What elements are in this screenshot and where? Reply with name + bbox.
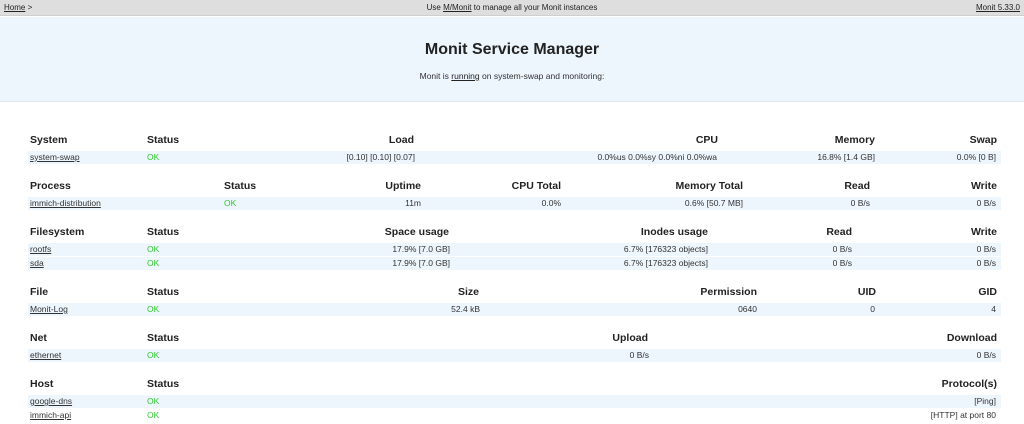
status-badge: OK	[147, 304, 160, 314]
status-column-header: Status	[147, 286, 180, 298]
page-title: Monit Service Manager	[424, 41, 600, 58]
read-value: 0 B/s	[832, 258, 852, 268]
status-badge: OK	[147, 396, 160, 406]
write-value: 0 B/s	[976, 258, 996, 268]
net-column-header: Net	[30, 332, 47, 344]
breadcrumb-separator: >	[27, 3, 33, 12]
breadcrumb: Home >	[4, 3, 32, 12]
mmonit-link[interactable]: M/Monit	[443, 3, 472, 12]
write-value: 0 B/s	[976, 198, 996, 208]
protocols-value: [Ping]	[974, 396, 996, 406]
swap-column-header: Swap	[969, 134, 997, 146]
file-column-header: File	[30, 286, 49, 298]
service-name-link[interactable]: system-swap	[30, 152, 80, 162]
version-link[interactable]: Monit 5.33.0	[975, 3, 1020, 12]
cpu-column-header: CPU	[695, 134, 718, 146]
read-column-header: Read	[844, 180, 870, 192]
status-badge: OK	[147, 258, 160, 268]
status-badge: OK	[147, 152, 160, 162]
table-row[interactable]: immich-api OK [HTTP] at port 80	[28, 409, 1001, 422]
memory-total-value: 0.6% [50.7 MB]	[684, 198, 743, 208]
table-row[interactable]: immich-distribution OK 11m 0.0% 0.6% [50…	[28, 197, 1001, 210]
service-name-link[interactable]: Monit-Log	[30, 304, 68, 314]
upload-value: 0 B/s	[629, 350, 649, 360]
mmonit-message: Use M/Monit to manage all your Monit ins…	[0, 3, 1024, 12]
monit-status-line: Monit is running on system-swap and moni…	[0, 71, 1024, 81]
inodes-usage-column-header: Inodes usage	[640, 226, 708, 238]
top-bar: Home > Use M/Monit to manage all your Mo…	[0, 0, 1024, 16]
table-row[interactable]: system-swap OK [0.10] [0.10] [0.07] 0.0%…	[28, 151, 1001, 164]
uptime-value: 11m	[405, 198, 421, 208]
protocols-column-header: Protocol(s)	[941, 378, 997, 390]
size-column-header: Size	[457, 286, 479, 298]
write-column-header: Write	[970, 226, 997, 238]
status-badge: OK	[224, 198, 237, 208]
status-badge: OK	[147, 244, 160, 254]
home-link[interactable]: Home	[4, 3, 26, 12]
table-row[interactable]: Monit-Log OK 52.4 kB 0640 0 4	[28, 303, 1001, 316]
system-column-header: System	[30, 134, 68, 146]
load-column-header: Load	[388, 134, 414, 146]
service-name-link[interactable]: rootfs	[30, 244, 52, 254]
uptime-column-header: Uptime	[385, 180, 421, 192]
service-name-link[interactable]: immich-distribution	[30, 198, 101, 208]
status-badge: OK	[147, 350, 160, 360]
write-value: 0 B/s	[976, 244, 996, 254]
space-usage-column-header: Space usage	[384, 226, 449, 238]
protocols-value: [HTTP] at port 80	[930, 410, 996, 420]
mmonit-message-prefix: Use	[426, 3, 444, 12]
read-value: 0 B/s	[832, 244, 852, 254]
table-row[interactable]: ethernet OK 0 B/s 0 B/s	[28, 349, 1001, 362]
cpu-total-column-header: CPU Total	[511, 180, 561, 192]
status-prefix: Monit is	[419, 71, 452, 81]
download-column-header: Download	[946, 332, 997, 344]
status-column-header: Status	[147, 134, 180, 146]
space-usage-value: 17.9% [7.0 GB]	[392, 244, 450, 254]
memory-total-column-header: Memory Total	[675, 180, 743, 192]
download-value: 0 B/s	[976, 350, 996, 360]
page-header: Monit Service Manager Monit is running o…	[0, 17, 1024, 102]
host-column-header: Host	[30, 378, 54, 390]
size-value: 52.4 kB	[451, 304, 480, 314]
version-info: Monit 5.33.0	[976, 3, 1020, 12]
table-row[interactable]: google-dns OK [Ping]	[28, 395, 1001, 408]
memory-column-header: Memory	[834, 134, 875, 146]
table-row[interactable]: rootfs OK 17.9% [7.0 GB] 6.7% [176323 ob…	[28, 243, 1001, 256]
table-row[interactable]: sda OK 17.9% [7.0 GB] 6.7% [176323 objec…	[28, 257, 1001, 270]
cpu-value: 0.0%us 0.0%sy 0.0%ni 0.0%wa	[597, 152, 717, 162]
process-column-header: Process	[30, 180, 71, 192]
filesystem-column-header: Filesystem	[30, 226, 85, 238]
permission-column-header: Permission	[700, 286, 757, 298]
upload-column-header: Upload	[612, 332, 648, 344]
gid-column-header: GID	[978, 286, 997, 298]
running-link[interactable]: running	[451, 71, 480, 81]
service-name-link[interactable]: sda	[30, 258, 44, 268]
read-column-header: Read	[826, 226, 852, 238]
read-value: 0 B/s	[850, 198, 870, 208]
uid-value: 0	[870, 304, 875, 314]
inodes-usage-value: 6.7% [176323 objects]	[623, 244, 708, 254]
inodes-usage-value: 6.7% [176323 objects]	[623, 258, 708, 268]
service-name-link[interactable]: google-dns	[30, 396, 73, 406]
load-value: [0.10] [0.10] [0.07]	[346, 152, 415, 162]
status-column-header: Status	[147, 378, 180, 390]
status-suffix: on system-swap and monitoring:	[479, 71, 605, 81]
swap-value: 0.0% [0 B]	[956, 152, 996, 162]
memory-value: 16.8% [1.4 GB]	[817, 152, 875, 162]
permission-value: 0640	[738, 304, 757, 314]
status-badge: OK	[147, 410, 160, 420]
status-column-header: Status	[147, 226, 180, 238]
space-usage-value: 17.9% [7.0 GB]	[392, 258, 450, 268]
status-column-header: Status	[147, 332, 180, 344]
uid-column-header: UID	[857, 286, 876, 298]
service-name-link[interactable]: ethernet	[30, 350, 62, 360]
gid-value: 4	[991, 304, 996, 314]
write-column-header: Write	[970, 180, 997, 192]
cpu-total-value: 0.0%	[541, 198, 561, 208]
status-column-header: Status	[224, 180, 257, 192]
mmonit-message-suffix: to manage all your Monit instances	[471, 3, 598, 12]
service-name-link[interactable]: immich-api	[30, 410, 72, 420]
